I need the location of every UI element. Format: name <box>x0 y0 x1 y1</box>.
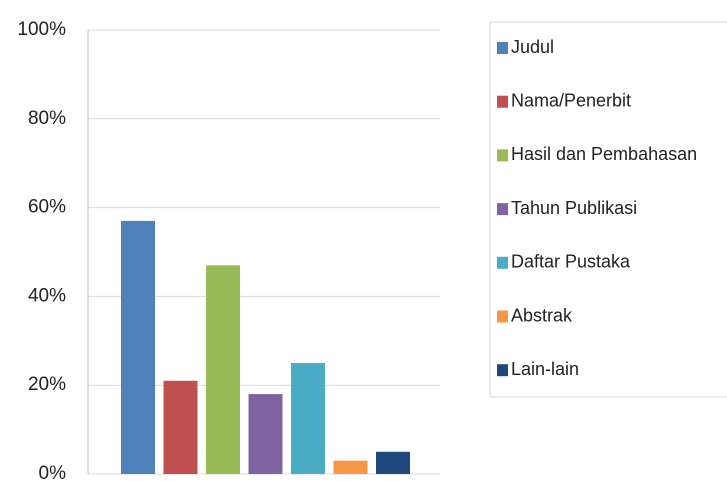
bar <box>121 220 155 474</box>
legend-label: Tahun Publikasi <box>511 198 637 218</box>
y-tick-label: 0% <box>39 463 67 482</box>
legend-box <box>489 21 727 398</box>
y-tick-label: 20% <box>28 374 66 395</box>
legend-swatch <box>497 310 508 323</box>
y-tick-label: 100% <box>17 19 66 40</box>
legend-swatch <box>497 203 508 216</box>
bar <box>291 363 325 474</box>
legend-label: Hasil dan Pembahasan <box>511 144 697 164</box>
bar <box>376 451 410 474</box>
legend-label: Lain-lain <box>511 359 579 379</box>
bar <box>206 265 240 474</box>
bar <box>333 460 368 474</box>
y-tick-label: 60% <box>28 197 66 218</box>
legend-label: Daftar Pustaka <box>511 252 631 272</box>
bar <box>248 394 283 474</box>
legend-swatch <box>497 42 508 54</box>
legend-swatch <box>497 95 508 108</box>
legend-label: Judul <box>511 37 554 57</box>
bar <box>163 380 198 474</box>
legend-label: Nama/Penerbit <box>511 90 631 110</box>
y-tick-label: 80% <box>28 108 66 129</box>
legend-label: Abstrak <box>511 305 573 325</box>
y-tick-label: 40% <box>28 285 66 306</box>
legend-swatch <box>497 256 508 269</box>
legend-swatch <box>497 149 508 162</box>
legend-swatch <box>497 364 508 377</box>
